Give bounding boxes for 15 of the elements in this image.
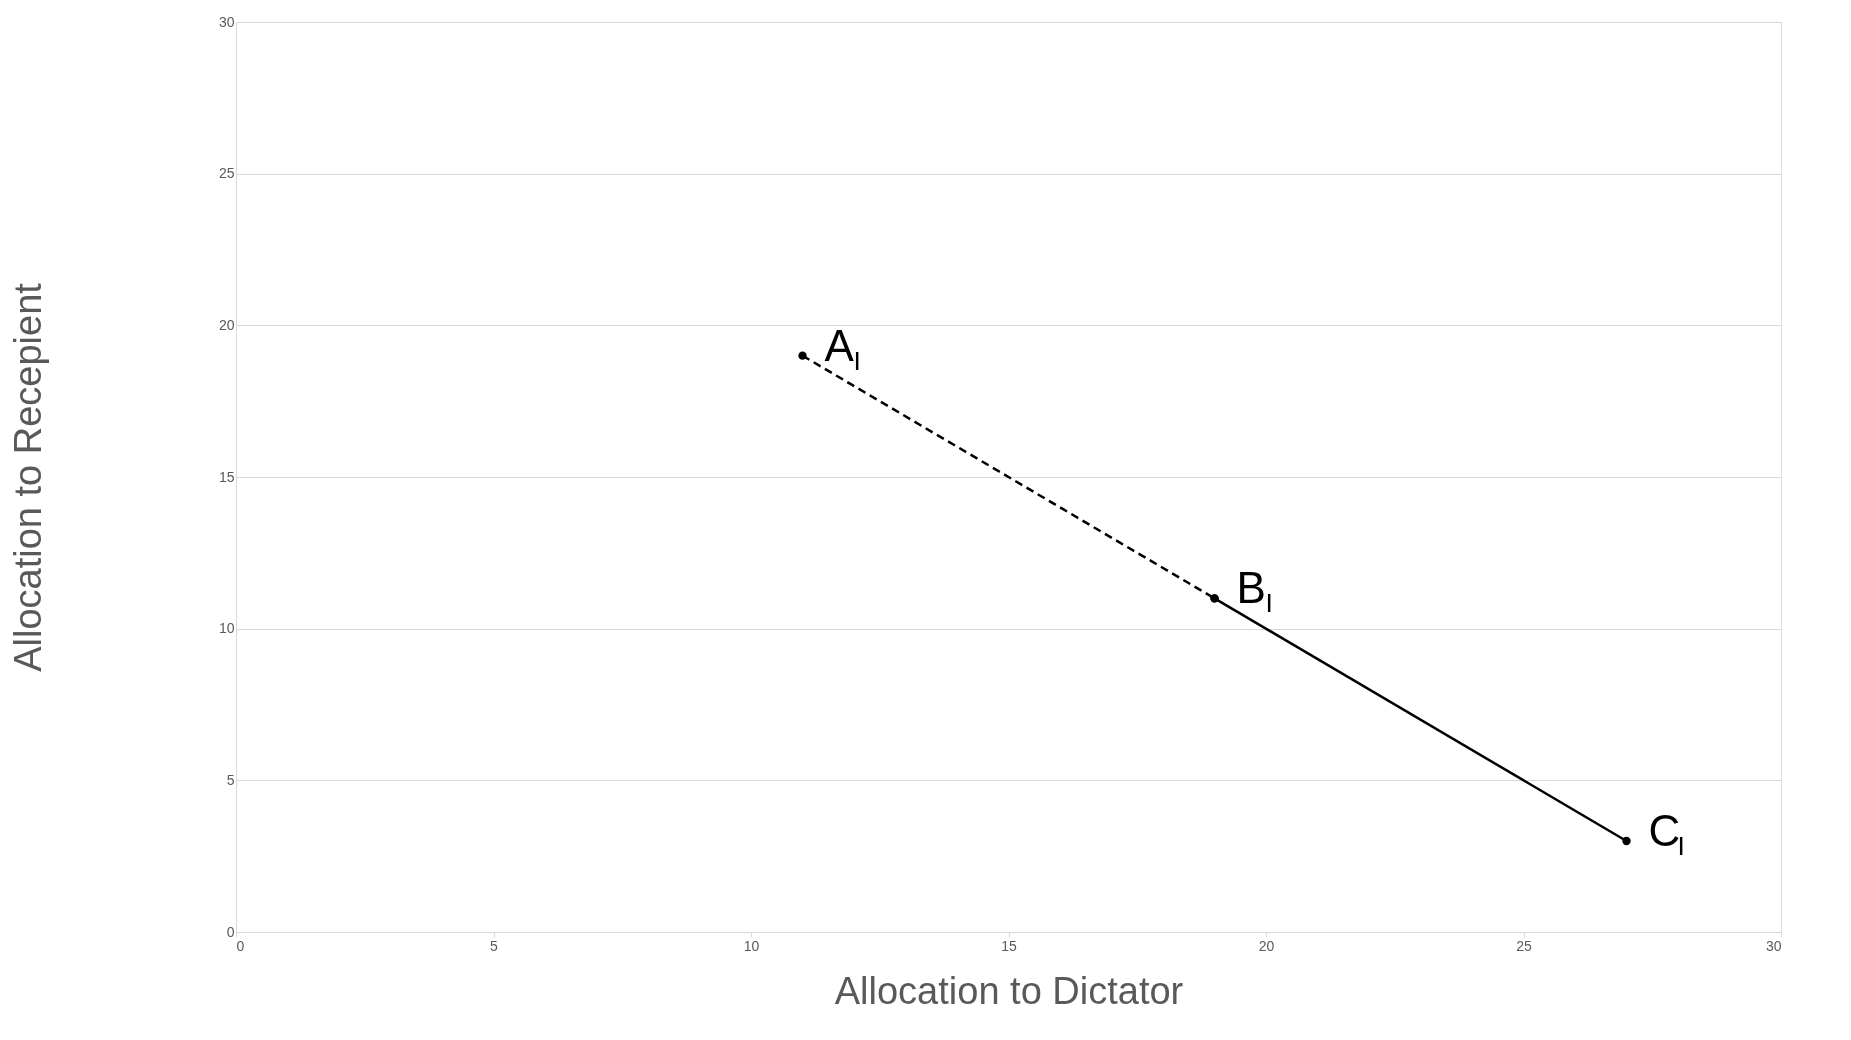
y-tick-label: 15 [218, 468, 235, 485]
y-tick-label: 0 [226, 923, 235, 940]
x-tick-label: 25 [1516, 937, 1532, 954]
x-axis-title: Allocation to Dictator [834, 969, 1184, 1012]
x-tick-label: 10 [743, 937, 760, 954]
y-axis-title: Allocation to Recepient [6, 282, 49, 672]
y-tick-label: 20 [218, 316, 235, 333]
y-tick-label: 30 [218, 13, 235, 30]
y-tick-label: 5 [226, 771, 235, 788]
y-tick-label: 10 [218, 620, 235, 637]
x-tick-label: 5 [490, 937, 499, 954]
y-tick-label: 25 [218, 165, 235, 182]
x-tick-label: 20 [1258, 937, 1275, 954]
x-tick-label: 30 [1765, 937, 1782, 954]
x-tick-label: 15 [1001, 937, 1017, 954]
